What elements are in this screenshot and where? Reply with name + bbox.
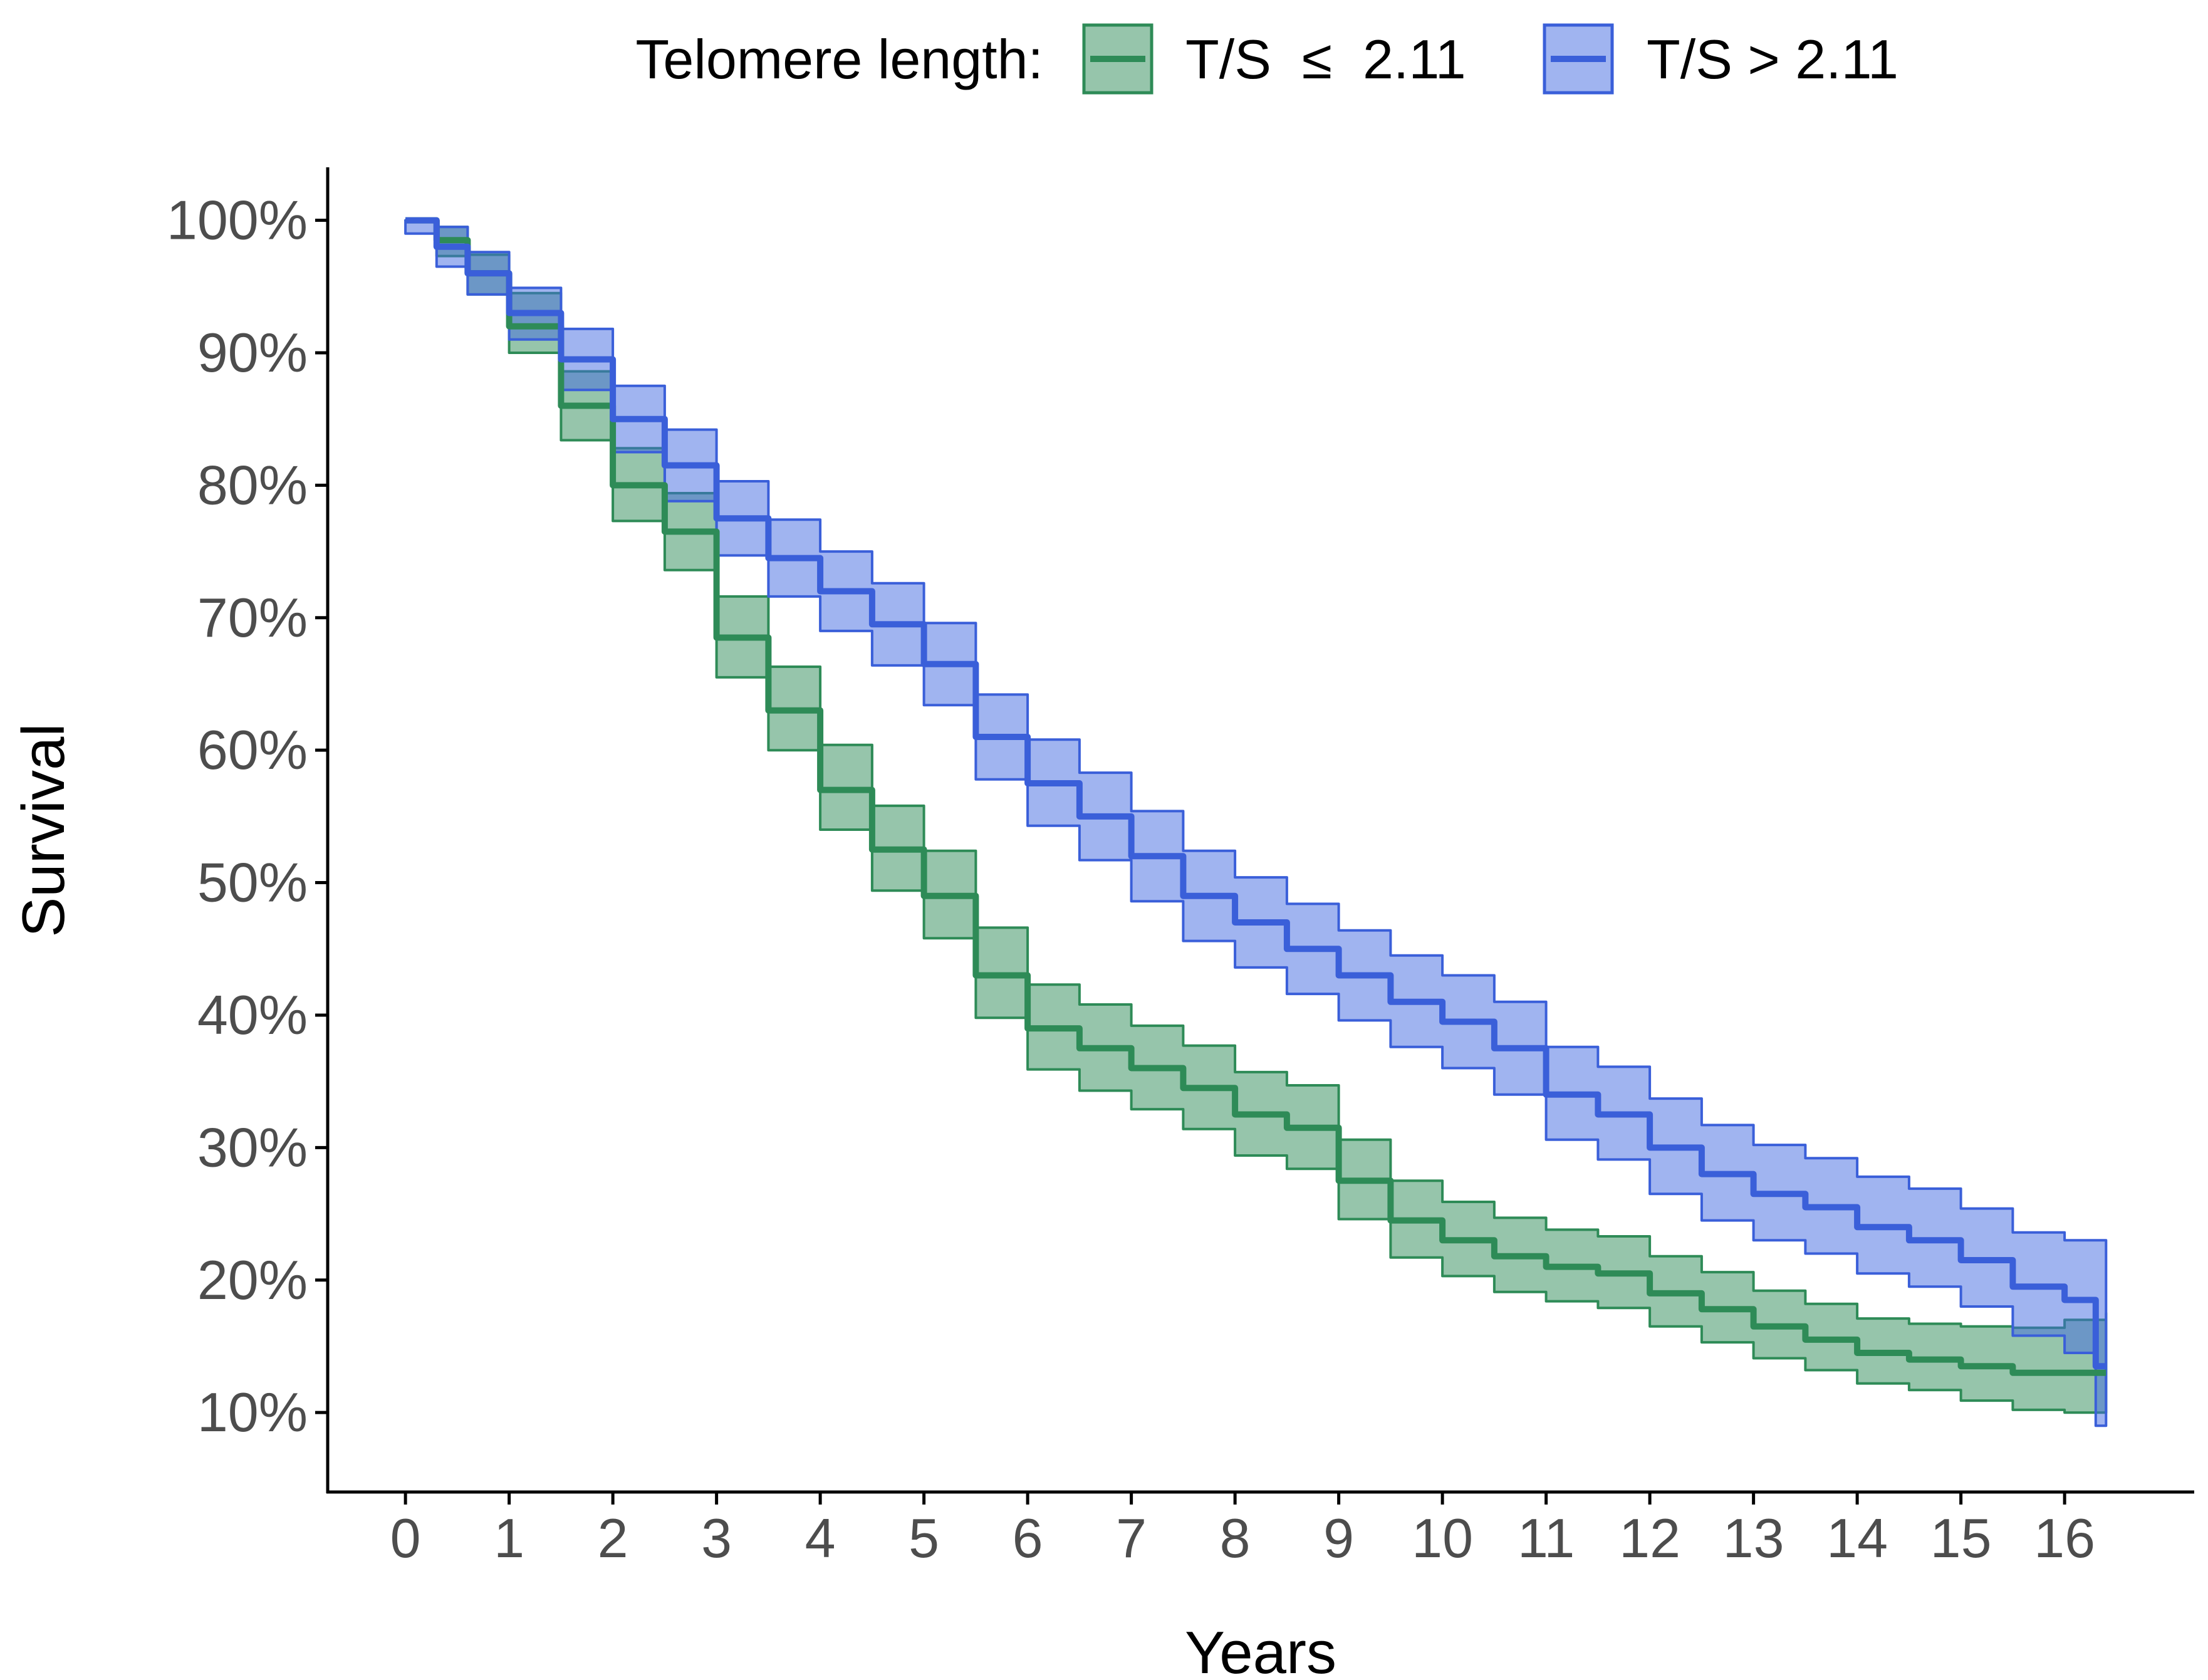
x-tick-label: 15 [1930,1507,1992,1569]
x-tick-label: 14 [1826,1507,1888,1569]
x-tick-label: 10 [1412,1507,1473,1569]
y-tick-label: 90% [197,321,308,383]
x-tick-label: 6 [1013,1507,1043,1569]
y-tick-label: 80% [197,454,308,516]
x-tick-label: 12 [1619,1507,1680,1569]
confidence-band-high [404,219,2108,1427]
survival-line-high [405,217,2106,1370]
y-tick-label: 20% [197,1249,308,1311]
y-axis-ticks: 10% 20% 30% 40% 50% 60% 70% 80% 90% 100% [167,189,328,1443]
x-tick-label: 4 [805,1507,836,1569]
x-axis-label: Years [1185,1619,1336,1677]
survival-line-low [405,217,2106,1376]
y-tick-label: 100% [167,189,308,251]
x-axis-ticks: 0 1 2 3 4 5 6 7 8 9 10 11 12 13 14 15 16 [390,1492,2095,1569]
x-tick-label: 7 [1116,1507,1147,1569]
y-tick-label: 50% [197,852,308,914]
x-tick-label: 11 [1518,1507,1575,1569]
legend-key-low [1082,23,1153,95]
plot-area [404,217,2108,1427]
x-tick-label: 3 [701,1507,732,1569]
y-tick-label: 70% [197,587,308,649]
x-tick-label: 16 [2034,1507,2095,1569]
x-tick-label: 2 [598,1507,628,1569]
x-tick-label: 5 [909,1507,939,1569]
y-tick-label: 30% [197,1116,308,1178]
x-tick-label: 9 [1323,1507,1354,1569]
legend-title: Telomere length: [635,28,1043,90]
legend-label-high: T/S > 2.11 [1647,28,1898,90]
x-tick-label: 1 [494,1507,524,1569]
legend-key-high [1543,23,1614,95]
legend: Telomere length: T/S ≤ 2.11 T/S > 2.11 [635,23,1898,95]
x-tick-label: 0 [390,1507,421,1569]
y-axis-label: Survival [10,723,77,937]
y-tick-label: 40% [197,984,308,1046]
x-tick-label: 8 [1220,1507,1251,1569]
x-tick-label: 13 [1723,1507,1784,1569]
y-tick-label: 10% [197,1381,308,1443]
y-tick-label: 60% [197,719,308,781]
legend-label-low: T/S ≤ 2.11 [1185,28,1466,90]
